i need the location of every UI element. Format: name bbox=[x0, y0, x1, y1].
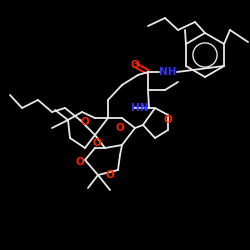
Text: O: O bbox=[130, 60, 140, 70]
Text: HN: HN bbox=[131, 103, 149, 113]
Text: O: O bbox=[106, 170, 114, 180]
Text: NH: NH bbox=[159, 67, 177, 77]
Text: O: O bbox=[80, 117, 90, 127]
Text: O: O bbox=[116, 123, 124, 133]
Text: O: O bbox=[164, 115, 172, 125]
Text: O: O bbox=[92, 138, 102, 148]
Text: O: O bbox=[76, 157, 84, 167]
